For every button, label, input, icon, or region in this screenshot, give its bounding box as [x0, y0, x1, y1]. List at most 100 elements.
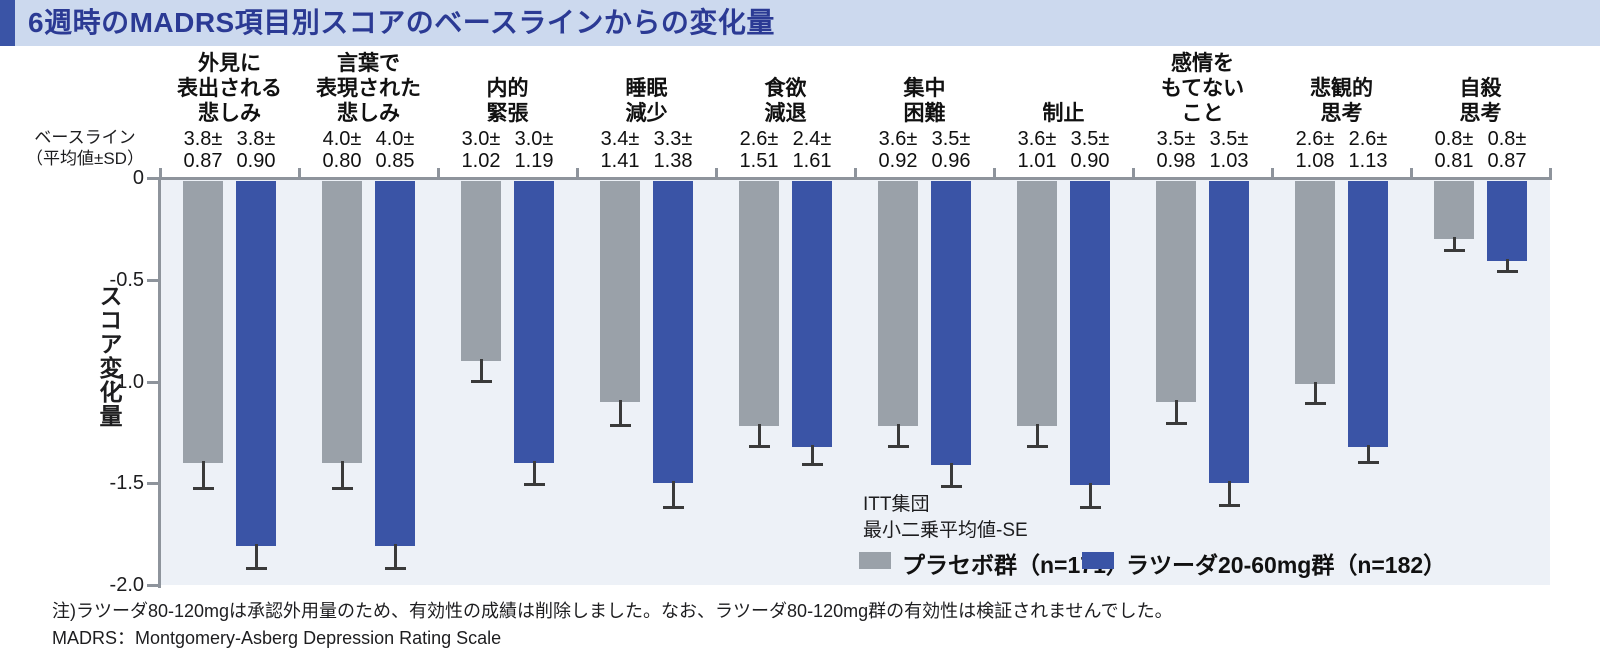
error-bar-stem — [1452, 237, 1456, 251]
category-separator-tick — [993, 168, 996, 177]
baseline-value-line: 4.0± — [375, 128, 415, 150]
baseline-value: 3.0± 1.19 — [502, 128, 566, 172]
category-label-line: 制止 — [1042, 102, 1085, 125]
error-bar-cap — [470, 380, 492, 383]
lurasidone-bar — [1487, 181, 1527, 261]
baseline-value-line: 1.03 — [1209, 150, 1249, 172]
legend-label-lurasidone: ラツーダ20-60mg群（n=182） — [1126, 552, 1447, 578]
error-bar-cap — [331, 487, 353, 490]
baseline-value-line: 0.90 — [1070, 150, 1110, 172]
baseline-value: 0.8± 0.81 — [1422, 128, 1486, 172]
baseline-value-line: 3.8± — [183, 128, 223, 150]
category-label-line: 言葉で — [337, 52, 400, 75]
lurasidone-bar — [514, 181, 554, 463]
category-label-line: 思考 — [1459, 102, 1502, 125]
error-bar-cap — [1443, 249, 1465, 252]
category-separator-tick — [1271, 168, 1274, 177]
footnote-madrs-definition: MADRS：Montgomery-Asberg Depression Ratin… — [52, 628, 502, 648]
category-label-line: 自殺 — [1459, 77, 1502, 100]
baseline-value-line: 3.5± — [1209, 128, 1249, 150]
baseline-value: 2.6± 1.08 — [1283, 128, 1347, 172]
error-bar-cap — [801, 463, 823, 466]
baseline-value-line: 1.08 — [1295, 150, 1335, 172]
baseline-value-line: 3.5± — [1156, 128, 1196, 150]
error-bar-stem — [532, 461, 536, 485]
error-bar-cap — [1304, 402, 1326, 405]
legend-note-population: ITT集団 — [863, 494, 930, 515]
baseline-value: 2.6± 1.13 — [1336, 128, 1400, 172]
baseline-value-line: 1.13 — [1348, 150, 1388, 172]
baseline-header-line1: ベースライン — [34, 128, 136, 147]
category-label: 自殺 思考 — [1411, 52, 1550, 126]
baseline-value: 3.5± 1.03 — [1197, 128, 1261, 172]
lurasidone-bar — [792, 181, 832, 447]
error-bar-stem — [757, 424, 761, 447]
error-bar-stem — [340, 461, 344, 489]
baseline-value-line: 2.4± — [792, 128, 832, 150]
category-label: 食欲 減退 — [716, 52, 855, 126]
placebo-bar — [1017, 181, 1057, 426]
baseline-value: 2.6± 1.51 — [727, 128, 791, 172]
category-label-line: こと — [1181, 102, 1224, 125]
y-tick — [147, 584, 158, 587]
category-separator-tick — [576, 168, 579, 177]
error-bar-cap — [1496, 270, 1518, 273]
baseline-value-line: 3.8± — [236, 128, 276, 150]
placebo-bar — [1295, 181, 1335, 384]
baseline-value-line: 3.0± — [461, 128, 501, 150]
baseline-value-line: 0.96 — [931, 150, 971, 172]
error-bar-cap — [1218, 504, 1240, 507]
baseline-value-line: 1.61 — [792, 150, 832, 172]
category-separator-tick — [1410, 168, 1413, 177]
y-tick-label: -0.5 — [109, 268, 144, 291]
category-label-line: 感情を — [1171, 52, 1234, 75]
error-bar-stem — [1035, 424, 1039, 447]
error-bar-cap — [245, 567, 267, 570]
baseline-value-line: 0.81 — [1434, 150, 1474, 172]
error-bar-cap — [384, 567, 406, 570]
baseline-value-line: 1.19 — [514, 150, 554, 172]
error-bar-cap — [523, 483, 545, 486]
y-axis-line — [158, 177, 161, 588]
category-label: 外見に 表出される 悲しみ — [160, 52, 299, 126]
category-label: 内的 緊張 — [438, 52, 577, 126]
category-separator-tick — [854, 168, 857, 177]
baseline-value-line: 3.6± — [1017, 128, 1057, 150]
lurasidone-bar — [653, 181, 693, 483]
baseline-value-line: 4.0± — [322, 128, 362, 150]
baseline-value: 3.8± 0.90 — [224, 128, 288, 172]
error-bar-stem — [949, 463, 953, 487]
footnote-approval-note: 注)ラツーダ80-120mgは承認外用量のため、有効性の成績は削除しました。なお… — [52, 601, 1173, 621]
error-bar-stem — [1505, 259, 1509, 272]
baseline-value-line: 0.80 — [322, 150, 362, 172]
placebo-bar — [183, 181, 223, 463]
lurasidone-bar — [375, 181, 415, 546]
category-label: 感情を もてない こと — [1133, 52, 1272, 126]
baseline-value-line: 1.02 — [461, 150, 501, 172]
baseline-value-line: 0.90 — [236, 150, 276, 172]
plot-background — [160, 178, 1550, 585]
error-bar-cap — [1026, 445, 1048, 448]
placebo-bar — [600, 181, 640, 402]
y-tick-label: -2.0 — [109, 574, 144, 596]
baseline-value: 3.8± 0.87 — [171, 128, 235, 172]
lurasidone-bar — [1070, 181, 1110, 485]
baseline-value-line: 2.6± — [739, 128, 779, 150]
y-tick — [147, 177, 158, 180]
error-bar-stem — [671, 481, 675, 508]
error-bar-cap — [1165, 422, 1187, 425]
baseline-value-line: 0.85 — [375, 150, 415, 172]
error-bar-stem — [1366, 445, 1370, 463]
baseline-value-line: 1.01 — [1017, 150, 1057, 172]
category-label-line: 悲しみ — [337, 102, 400, 125]
error-bar-stem — [1088, 483, 1092, 508]
baseline-value-line: 0.8± — [1487, 128, 1527, 150]
baseline-value-line: 1.38 — [653, 150, 693, 172]
legend-swatch-lurasidone — [1082, 552, 1114, 569]
baseline-value-line: 1.41 — [600, 150, 640, 172]
placebo-bar — [1156, 181, 1196, 402]
placebo-bar — [739, 181, 779, 426]
category-label-line: 睡眠 — [625, 77, 668, 100]
category-label-line: 表出される — [177, 77, 282, 100]
placebo-bar — [1434, 181, 1474, 239]
